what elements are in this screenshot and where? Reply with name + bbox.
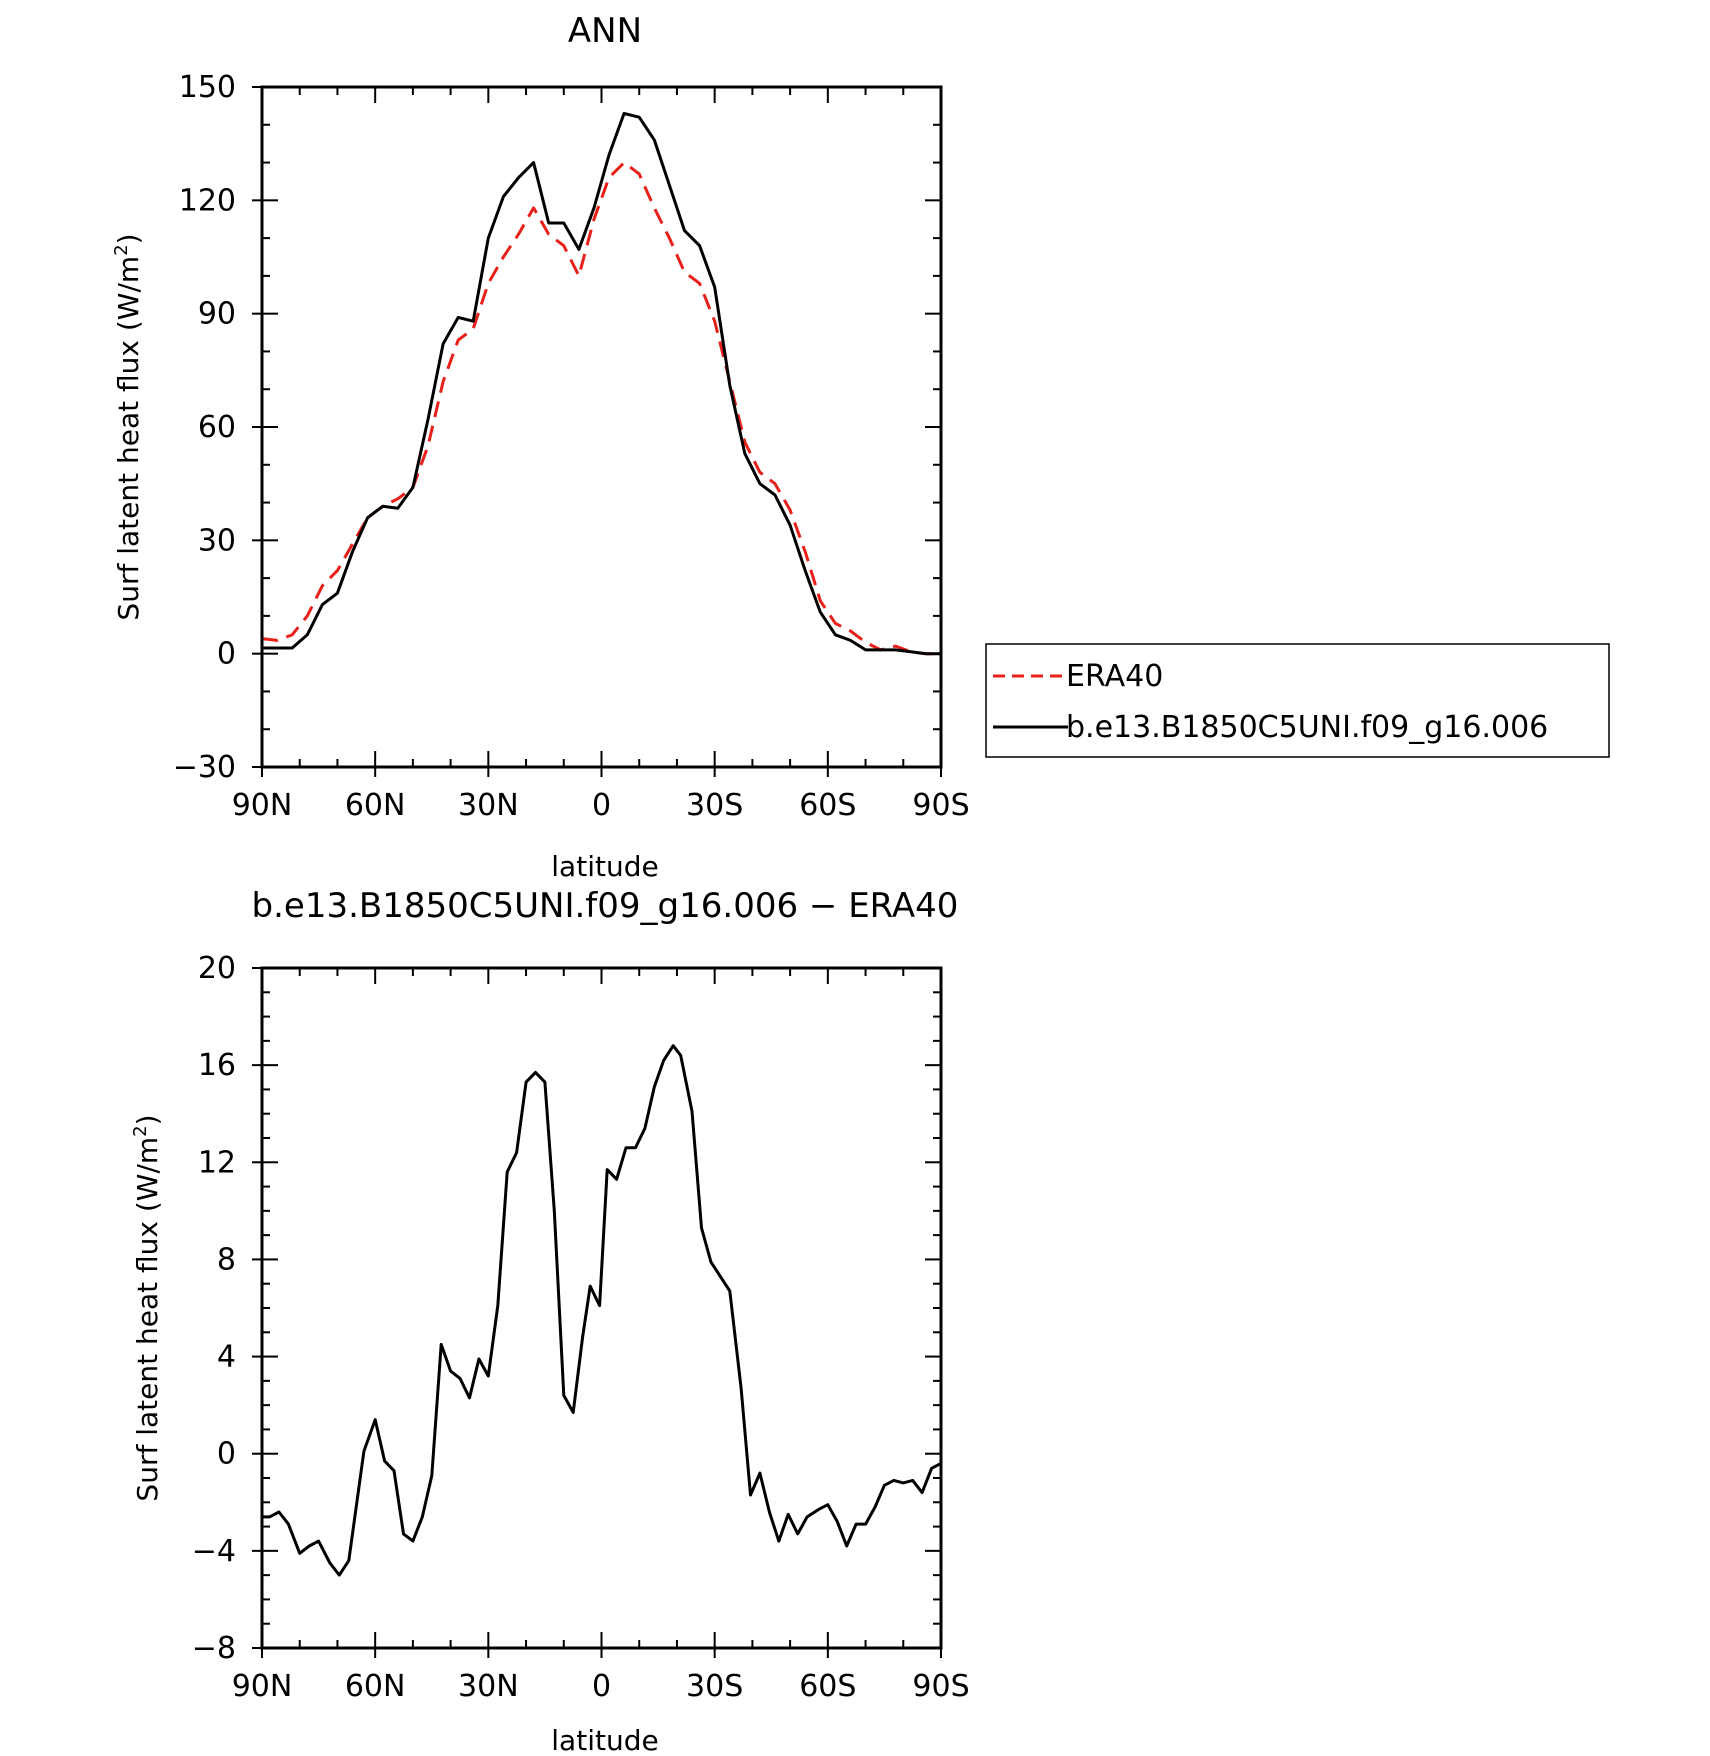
top-y-tick-label: 150 bbox=[179, 70, 236, 105]
top-x-tick-label: 90S bbox=[912, 788, 969, 823]
top-y-axis-label-close: ) bbox=[112, 233, 145, 244]
top-y-tick-label: 90 bbox=[198, 297, 236, 332]
top-y-tick-label: 60 bbox=[198, 410, 236, 445]
top-tick-marks bbox=[252, 86, 942, 777]
top-y-tick-label: 0 bbox=[217, 637, 236, 672]
bottom-x-tick-labels: 90N 60N 30N 0 30S 60S 90S bbox=[232, 1669, 970, 1704]
top-series-line-1 bbox=[262, 111, 941, 656]
top-x-tick-labels: 90N 60N 30N 0 30S 60S 90S bbox=[232, 788, 970, 823]
legend-label-era40: ERA40 bbox=[1066, 659, 1163, 694]
bottom-tick-marks bbox=[252, 967, 942, 1658]
bottom-series-group bbox=[262, 1044, 942, 1577]
top-panel-title: ANN bbox=[568, 11, 642, 51]
bot-series-line-0 bbox=[262, 1044, 942, 1577]
bot-y-tick-label: 20 bbox=[198, 951, 236, 986]
bot-x-tick-label: 60N bbox=[345, 1669, 406, 1704]
bot-x-tick-label: 30N bbox=[458, 1669, 519, 1704]
bottom-y-axis-label-sup: 2 bbox=[130, 1125, 151, 1136]
top-y-axis-label: Surf latent heat flux (W/m2) bbox=[111, 233, 145, 620]
top-x-tick-label: 30S bbox=[686, 788, 743, 823]
top-x-tick-label: 60S bbox=[799, 788, 856, 823]
bot-y-tick-label: −4 bbox=[192, 1534, 236, 1569]
top-x-axis-label: latitude bbox=[551, 850, 658, 883]
bot-y-tick-label: 4 bbox=[217, 1340, 236, 1375]
top-series-line-0 bbox=[261, 161, 941, 656]
bot-y-tick-label: 12 bbox=[198, 1145, 236, 1180]
bot-x-tick-label: 90N bbox=[232, 1669, 293, 1704]
bot-x-tick-label: 30S bbox=[686, 1669, 743, 1704]
legend-label-model: b.e13.B1850C5UNI.f09_g16.006 bbox=[1066, 710, 1548, 745]
top-plot-frame bbox=[260, 85, 943, 769]
bot-y-tick-label: 8 bbox=[217, 1242, 236, 1277]
top-y-axis-label-main: Surf latent heat flux (W/m bbox=[112, 256, 145, 621]
bot-x-tick-label: 0 bbox=[592, 1669, 611, 1704]
bottom-panel-title: b.e13.B1850C5UNI.f09_g16.006 − ERA40 bbox=[252, 886, 959, 926]
top-y-tick-label: −30 bbox=[173, 750, 236, 785]
bot-y-tick-label: 0 bbox=[217, 1437, 236, 1472]
top-x-tick-label: 0 bbox=[592, 788, 611, 823]
bottom-panel: b.e13.B1850C5UNI.f09_g16.006 − ERA40 90N… bbox=[130, 886, 970, 1756]
top-x-tick-label: 60N bbox=[345, 788, 406, 823]
bot-y-tick-label: 16 bbox=[198, 1048, 236, 1083]
top-y-tick-label: 120 bbox=[179, 183, 236, 218]
top-y-axis-label-sup: 2 bbox=[111, 244, 132, 255]
bottom-y-tick-labels: −8 −4 0 4 8 12 16 20 bbox=[192, 951, 236, 1666]
bottom-y-axis-label-close: ) bbox=[131, 1114, 164, 1125]
bottom-y-axis-label: Surf latent heat flux (W/m2) bbox=[130, 1114, 164, 1501]
legend: ERA40 b.e13.B1850C5UNI.f09_g16.006 bbox=[985, 643, 1610, 758]
top-x-tick-label: 90N bbox=[232, 788, 293, 823]
bot-y-tick-label: −8 bbox=[192, 1631, 236, 1666]
bottom-plot-frame bbox=[260, 966, 943, 1650]
top-panel: ANN 90N 60N 30N 0 30S 60S 90S −30 0 30 60 90 120 150… bbox=[111, 11, 970, 883]
top-y-tick-labels: −30 0 30 60 90 120 150 bbox=[173, 70, 236, 785]
bot-x-tick-label: 60S bbox=[799, 1669, 856, 1704]
bot-x-tick-label: 90S bbox=[912, 1669, 969, 1704]
top-x-tick-label: 30N bbox=[458, 788, 519, 823]
bottom-y-axis-label-main: Surf latent heat flux (W/m bbox=[131, 1137, 164, 1502]
top-series-group bbox=[261, 111, 941, 656]
top-y-tick-label: 30 bbox=[198, 523, 236, 558]
bottom-x-axis-label: latitude bbox=[551, 1724, 658, 1756]
legend-box bbox=[985, 643, 1610, 758]
